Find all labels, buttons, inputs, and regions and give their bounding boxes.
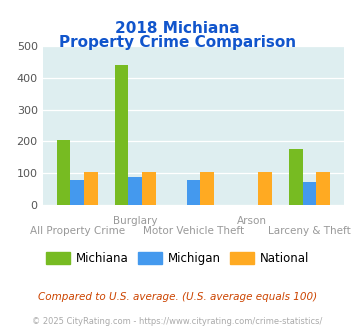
Bar [317, 172, 331, 205]
Bar [142, 172, 156, 205]
Text: Larceny & Theft: Larceny & Theft [268, 226, 351, 236]
Text: All Property Crime: All Property Crime [30, 226, 125, 236]
Text: Burglary: Burglary [113, 216, 158, 226]
Text: © 2025 CityRating.com - https://www.cityrating.com/crime-statistics/: © 2025 CityRating.com - https://www.city… [32, 317, 323, 326]
Bar [70, 180, 84, 205]
Bar [201, 172, 214, 205]
Text: Property Crime Comparison: Property Crime Comparison [59, 35, 296, 50]
Bar [302, 182, 317, 205]
Bar [186, 180, 201, 205]
Text: Arson: Arson [236, 216, 267, 226]
Bar [258, 172, 272, 205]
Bar [115, 65, 129, 205]
Legend: Michiana, Michigan, National: Michiana, Michigan, National [42, 247, 313, 269]
Text: 2018 Michiana: 2018 Michiana [115, 21, 240, 36]
Bar [129, 177, 142, 205]
Bar [56, 140, 70, 205]
Bar [84, 172, 98, 205]
Bar [289, 149, 302, 205]
Text: Compared to U.S. average. (U.S. average equals 100): Compared to U.S. average. (U.S. average … [38, 292, 317, 302]
Text: Motor Vehicle Theft: Motor Vehicle Theft [143, 226, 244, 236]
